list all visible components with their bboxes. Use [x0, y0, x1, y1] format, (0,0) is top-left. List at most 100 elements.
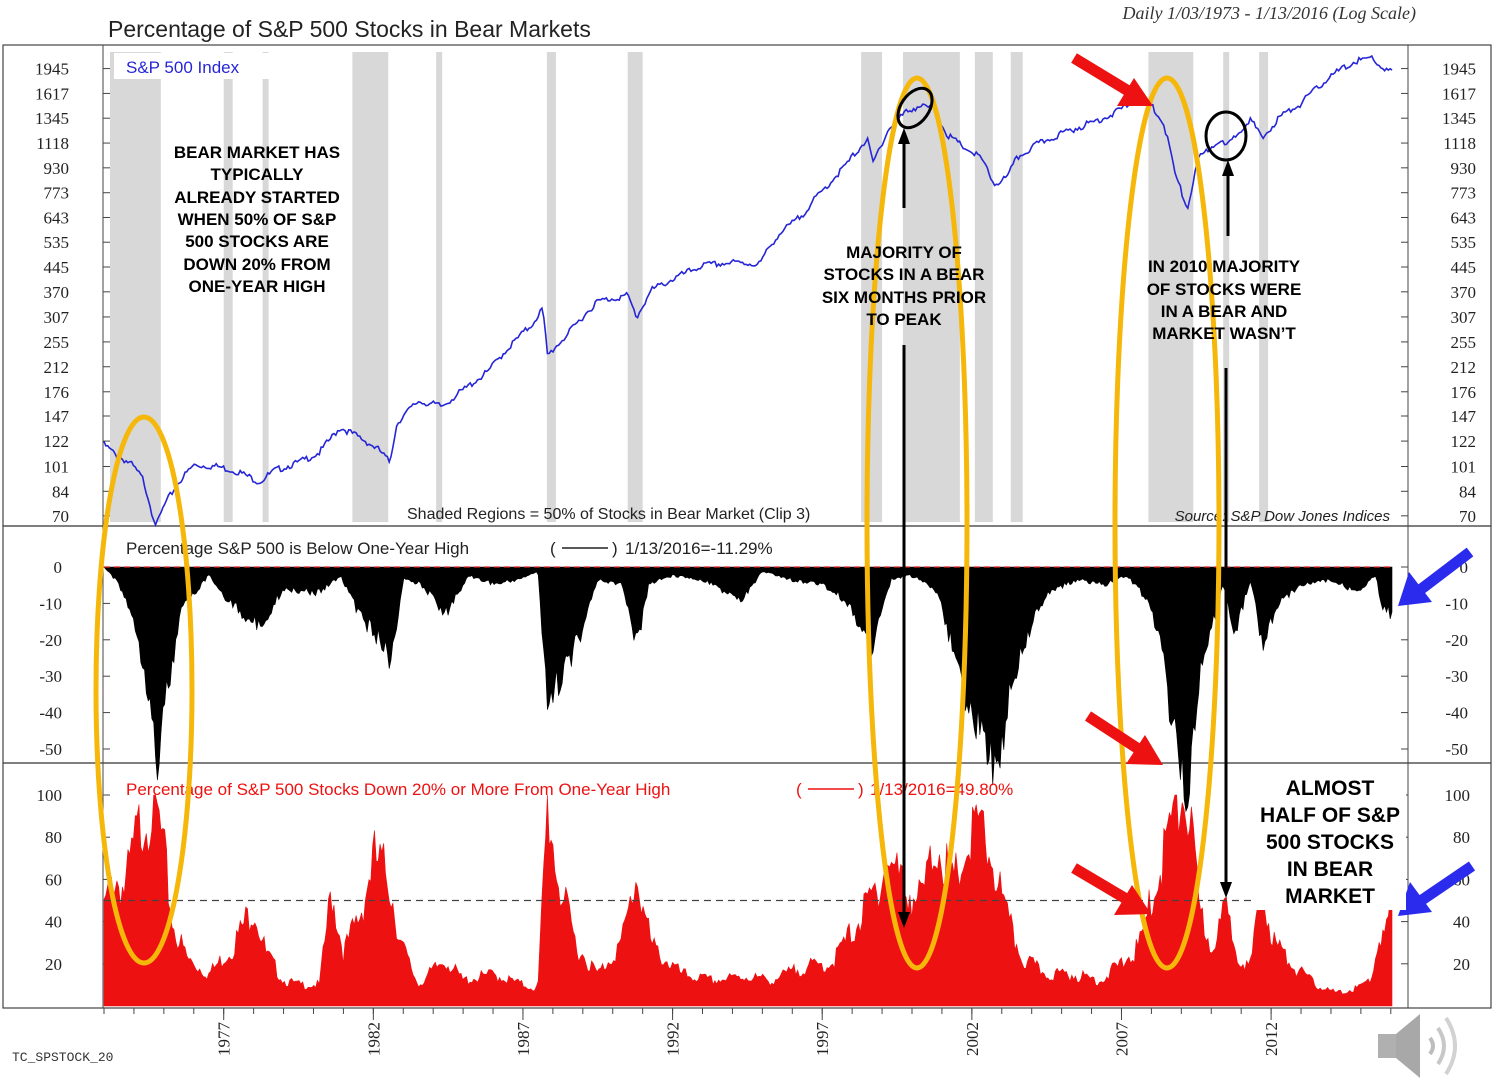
- bear-legend-label: Percentage of S&P 500 Stocks Down 20% or…: [126, 780, 670, 799]
- arrow-2010-up-head: [1222, 160, 1234, 176]
- y-tick-label: -40: [1445, 704, 1468, 723]
- bear-last-value: 1/13/2016=49.80%: [870, 780, 1013, 799]
- callout-1-line-5: 500 STOCKS ARE: [185, 232, 329, 251]
- speaker-icon[interactable]: [1378, 1014, 1457, 1078]
- x-tick-label: 1987: [514, 1022, 533, 1057]
- blue-arrow-bottom: [1418, 861, 1476, 905]
- middle-y-axis: 0 0 -10 -10 -20 -20 -30 -30 -40 -40 -50 -50: [39, 558, 1468, 759]
- speaker-icon-wave-3: [1444, 1016, 1457, 1076]
- red-arrow-middle-head: [1126, 735, 1163, 765]
- x-tick-label: 2012: [1262, 1022, 1281, 1056]
- x-tick-label: 1992: [664, 1022, 683, 1056]
- speaker-icon-wave-1: [1428, 1036, 1435, 1056]
- panel-mid-frame: [2, 525, 1492, 764]
- y-tick-label: 122: [44, 432, 70, 451]
- y-tick-label: 101: [44, 458, 70, 477]
- bear-percentage-series: [103, 794, 1393, 1007]
- y-tick-label: 643: [44, 208, 70, 227]
- y-tick-label: 101: [1451, 458, 1477, 477]
- callout-1-line-6: DOWN 20% FROM: [183, 255, 330, 274]
- y-tick-label: 773: [1451, 184, 1477, 203]
- y-tick-label: 80: [1453, 828, 1470, 847]
- date-range-label: Daily 1/03/1973 - 1/13/2016 (Log Scale): [1122, 3, 1416, 24]
- callout-2-line-3: SIX MONTHS PRIOR: [822, 288, 986, 307]
- x-tick-label: 2007: [1112, 1022, 1131, 1057]
- shaded-regions-note: Shaded Regions = 50% of Stocks in Bear M…: [407, 506, 810, 523]
- callout-almost-half: ALMOST HALF OF S&P 500 STOCKS IN BEAR MA…: [1252, 774, 1406, 910]
- speaker-icon-body: [1378, 1034, 1396, 1058]
- index-legend-box: [114, 53, 270, 79]
- y-tick-label: -50: [1445, 740, 1468, 759]
- callout-4-line-3: 500 STOCKS: [1266, 831, 1394, 854]
- callout-1-line-4: WHEN 50% OF S&P: [178, 210, 337, 229]
- blue-arrow-middle-head: [1398, 572, 1432, 606]
- y-tick-label: 212: [1451, 358, 1477, 377]
- callout-3-line-3: IN A BEAR AND: [1161, 302, 1288, 321]
- y-tick-label: 445: [1451, 258, 1477, 277]
- callout-2010-majority: IN 2010 MAJORITY OF STOCKS WERE IN A BEA…: [1147, 257, 1302, 343]
- arrow-2000-up-head: [898, 128, 910, 144]
- y-tick-label: 0: [54, 558, 63, 577]
- drawdown-legend-close: ): [612, 539, 618, 558]
- callout-2-line-1: MAJORITY OF: [846, 243, 962, 262]
- y-tick-label: 84: [52, 482, 70, 501]
- drawdown-area: [103, 566, 1393, 813]
- bear-percentage-area: [103, 794, 1393, 1007]
- callout-3-line-2: OF STOCKS WERE: [1147, 280, 1302, 299]
- sp500-line: [103, 54, 1393, 528]
- y-tick-label: 370: [44, 283, 70, 302]
- y-tick-label: 535: [1451, 233, 1477, 252]
- blue-arrow-bottom-head: [1398, 882, 1432, 916]
- red-arrow-top: [1071, 53, 1133, 97]
- shaded-region: [1010, 52, 1023, 522]
- y-tick-label: 255: [44, 333, 70, 352]
- y-tick-label: 1945: [1442, 60, 1476, 79]
- y-tick-label: 930: [1451, 159, 1477, 178]
- y-tick-label: 307: [44, 308, 70, 327]
- drawdown-last-value: 1/13/2016=-11.29%: [625, 539, 773, 558]
- shaded-region: [352, 52, 389, 522]
- red-arrow-bottom: [1071, 863, 1131, 905]
- callout-4-line-4: IN BEAR: [1287, 858, 1373, 881]
- shaded-region: [1259, 52, 1269, 522]
- source-note: Source: S&P Dow Jones Indices: [1175, 508, 1391, 525]
- oval-1974: [93, 414, 195, 966]
- y-tick-label: 307: [1451, 308, 1477, 327]
- y-tick-label: 60: [45, 870, 62, 889]
- y-tick-label: 1945: [35, 60, 69, 79]
- drawdown-legend-open: (: [550, 539, 556, 558]
- oval-2000: [864, 75, 970, 971]
- red-arrows: [1071, 53, 1163, 915]
- y-tick-label: -40: [39, 704, 62, 723]
- drawdown-legend-label: Percentage S&P 500 is Below One-Year Hig…: [126, 539, 469, 558]
- y-tick-label: 930: [44, 159, 70, 178]
- callout-4-line-1: ALMOST: [1286, 777, 1375, 800]
- y-tick-label: 147: [1451, 407, 1477, 426]
- circle-2000-peak: [896, 86, 934, 130]
- x-axis: 1977 1982 1987 1992 1997 2002 2007 2012: [103, 1008, 1392, 1057]
- x-tick-label: 1977: [215, 1022, 234, 1057]
- shaded-region: [546, 52, 556, 522]
- circle-2010: [1204, 110, 1248, 162]
- y-tick-label: 176: [44, 383, 70, 402]
- red-arrow-bottom-head: [1114, 885, 1151, 915]
- red-arrow-top-head: [1117, 78, 1153, 106]
- y-tick-label: 1345: [1442, 109, 1476, 128]
- shaded-region: [436, 52, 443, 522]
- y-tick-label: 80: [45, 828, 62, 847]
- shaded-region: [1223, 52, 1230, 522]
- sp500-series: [103, 54, 1393, 528]
- y-tick-label: 1617: [1442, 84, 1477, 103]
- callout-2-line-4: TO PEAK: [866, 310, 942, 329]
- arrow-2010-down-head: [1220, 882, 1232, 898]
- blue-arrow-middle: [1416, 547, 1474, 595]
- y-tick-label: 70: [1459, 507, 1476, 526]
- drawdown-legend: Percentage S&P 500 is Below One-Year Hig…: [126, 539, 773, 558]
- y-tick-label: 535: [44, 233, 70, 252]
- shaded-region: [109, 52, 161, 522]
- speaker-icon-wave-2: [1436, 1026, 1446, 1066]
- y-tick-label: 445: [44, 258, 70, 277]
- speaker-icon-cone: [1396, 1014, 1420, 1078]
- y-tick-label: 122: [1451, 432, 1477, 451]
